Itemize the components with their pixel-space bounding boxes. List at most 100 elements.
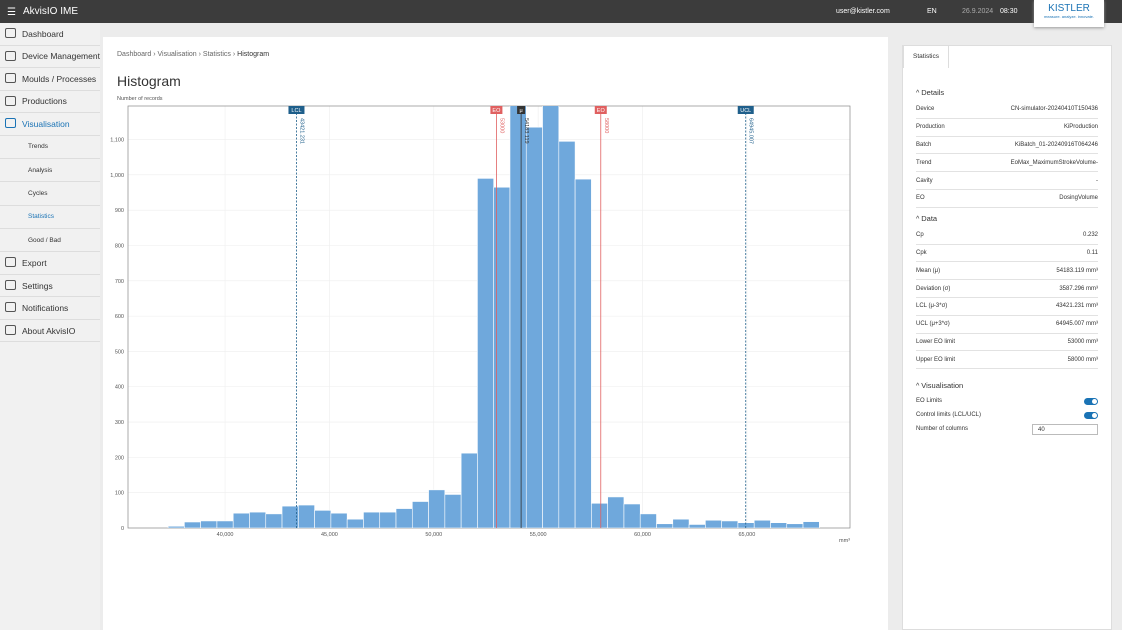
nav-item[interactable]: About AkvisIO — [0, 320, 100, 343]
nav-item[interactable]: Productions — [0, 91, 100, 113]
nav-item[interactable]: Dashboard — [0, 23, 100, 46]
bar — [591, 502, 608, 528]
histogram: Number of records mm³ 0 100 200 300 400 500 60… — [110, 96, 851, 544]
breadcrumb-item[interactable]: Statistics — [203, 51, 237, 58]
y-tick-label: 400 — [115, 385, 124, 391]
y-tick-label: 300 — [115, 420, 124, 426]
info-label: Batch — [916, 141, 932, 148]
toggle-label: EO Limits — [916, 398, 943, 405]
bar — [249, 511, 267, 528]
x-tick-label: 65,000 — [738, 532, 755, 538]
section-title[interactable]: Details — [916, 88, 1098, 97]
nav-item[interactable]: Export — [0, 252, 100, 275]
info-row: Upper EO limit 58000 mm³ — [916, 351, 1098, 370]
nav-subitem[interactable]: Cycles — [0, 182, 100, 206]
app-title: AkvisIO IME — [23, 6, 79, 17]
nav-item[interactable]: Moulds / Processes — [0, 68, 100, 91]
menu-icon[interactable]: ☰ — [7, 7, 16, 18]
bars — [167, 106, 820, 528]
y-tick-label: 1,100 — [110, 138, 124, 144]
info-value: DosingVolume — [1059, 195, 1098, 202]
nav-icon — [5, 324, 16, 335]
bar — [379, 511, 397, 528]
info-row: Lower EO limit 53000 mm³ — [916, 334, 1098, 352]
slogan: measure. analyze. innovate. — [1043, 14, 1095, 19]
user[interactable]: user@kistler.com — [836, 8, 890, 15]
nav-subitem[interactable]: Statistics — [0, 206, 100, 230]
info-row: Batch KiBatch_01-20240916T064246 — [916, 137, 1098, 155]
top-bar: ☰ AkvisIO IME user@kistler.com EN 26.9.2… — [0, 0, 1122, 27]
info-label: Cpk — [916, 249, 927, 256]
breadcrumb: DashboardVisualisationStatisticsHistogra… — [117, 51, 269, 58]
nav-icon — [5, 118, 16, 128]
bar — [363, 511, 381, 528]
page-title: Histogram — [117, 73, 181, 89]
bar — [444, 494, 462, 528]
side-panel: Statistics Details Device CN-simulator-202… — [902, 45, 1112, 630]
info-value: 0.232 — [1082, 232, 1098, 239]
info-label: Lower EO limit — [916, 338, 956, 345]
reference-label: LCL — [291, 108, 301, 114]
nav-icon — [5, 257, 16, 268]
y-tick-label: 200 — [115, 455, 124, 461]
bar — [786, 523, 804, 528]
toggle[interactable] — [1084, 411, 1098, 419]
nav-item[interactable]: Settings — [0, 275, 100, 298]
bar — [428, 489, 446, 528]
bar — [346, 518, 364, 528]
nav-item[interactable]: Device Management — [0, 46, 100, 68]
bar — [330, 512, 348, 528]
info-label: Production — [916, 124, 945, 131]
nav-item[interactable]: Visualisation — [0, 113, 100, 136]
bar — [281, 505, 299, 528]
info-row: Cavity - — [916, 172, 1098, 190]
x-tick-label: 50,000 — [425, 532, 442, 538]
bar — [623, 503, 641, 528]
nav-subitem[interactable]: Good / Bad — [0, 229, 100, 253]
info-value: 58000 mm³ — [1067, 356, 1098, 363]
info-value: CN-simulator-20240410T150436 — [1010, 106, 1098, 113]
info-value: KiBatch_01-20240916T064246 — [1014, 141, 1098, 148]
y-tick-label: 100 — [115, 491, 124, 497]
breadcrumb-item[interactable]: Visualisation — [157, 51, 202, 58]
bar — [298, 504, 315, 528]
section-title[interactable]: Visualisation — [916, 381, 1098, 390]
nav-icon — [5, 95, 16, 106]
nav-icon — [5, 279, 16, 290]
select-row: Number of columns 40 — [916, 422, 1098, 436]
info-value: - — [1096, 177, 1098, 184]
y-tick-label: 800 — [115, 243, 124, 249]
date: 26.9.2024 — [962, 8, 994, 15]
toggle-row: EO Limits — [916, 394, 1098, 408]
time: 08:30 — [1000, 8, 1018, 15]
breadcrumb-item[interactable]: Dashboard — [117, 51, 157, 58]
bar — [411, 501, 429, 528]
nav-subitem[interactable]: Trends — [0, 136, 100, 159]
info-row: Device CN-simulator-20240410T150436 — [916, 101, 1098, 119]
columns-select[interactable]: 40 — [1032, 423, 1098, 435]
tab[interactable]: Statistics — [903, 45, 949, 68]
reference-value: 58000 — [603, 118, 609, 133]
info-value: 0.11 — [1086, 249, 1098, 256]
section-title[interactable]: Data — [916, 214, 1098, 223]
info-value: KiProduction — [1063, 124, 1098, 131]
y-tick-label: 0 — [121, 526, 124, 532]
y-tick-label: 500 — [115, 349, 124, 355]
info-value: 3587.296 mm³ — [1059, 285, 1098, 292]
info-row: LCL (μ-3*σ) 43421.231 mm³ — [916, 298, 1098, 316]
panel-body: Details Device CN-simulator-20240410T15043… — [916, 82, 1098, 436]
x-axis-label: mm³ — [839, 538, 850, 544]
info-row: Cp 0.232 — [916, 227, 1098, 245]
info-value: 53000 mm³ — [1067, 338, 1098, 345]
toggle[interactable] — [1084, 397, 1098, 405]
nav-item[interactable]: Notifications — [0, 297, 100, 320]
bar — [542, 106, 560, 528]
sidebar: Dashboard Device Management Moulds / Proce… — [0, 23, 100, 630]
nav-subitem[interactable]: Analysis — [0, 159, 100, 183]
reference-badge — [517, 106, 526, 114]
language[interactable]: EN — [927, 8, 937, 15]
bar — [395, 508, 413, 528]
info-row: UCL (μ+3*σ) 64945.007 mm³ — [916, 316, 1098, 334]
reference-badge — [594, 106, 607, 114]
